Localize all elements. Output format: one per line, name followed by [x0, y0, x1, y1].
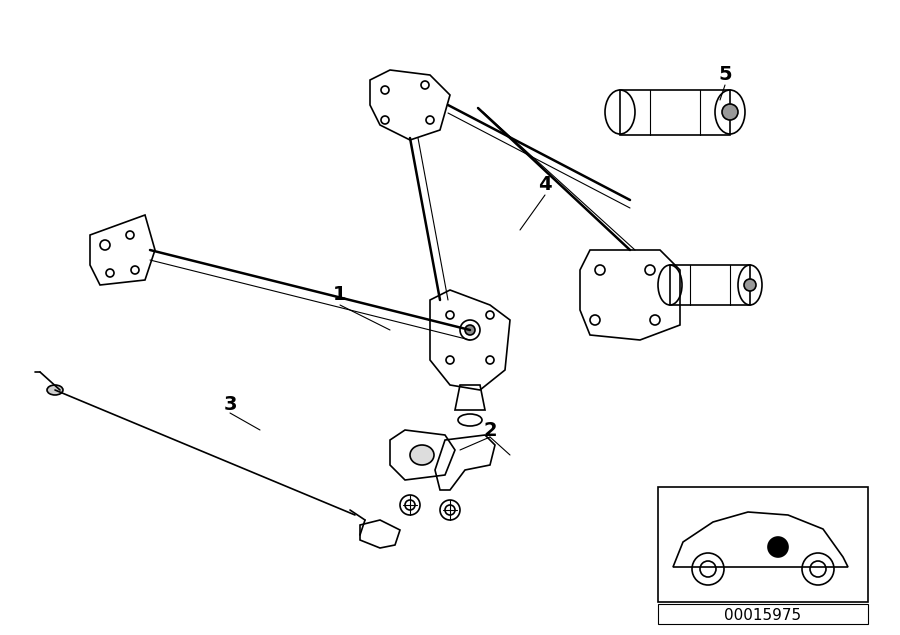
Bar [620, 90, 730, 135]
Circle shape [768, 537, 788, 557]
Text: 4: 4 [538, 175, 552, 194]
Text: 5: 5 [718, 65, 732, 84]
Text: 00015975: 00015975 [724, 608, 802, 624]
Bar [658, 487, 868, 602]
Bar [658, 604, 868, 624]
Text: 1: 1 [333, 286, 346, 305]
Text: 3: 3 [223, 396, 237, 415]
Text: 2: 2 [483, 420, 497, 439]
Ellipse shape [744, 279, 756, 291]
Ellipse shape [410, 445, 434, 465]
Ellipse shape [722, 104, 738, 120]
Circle shape [465, 325, 475, 335]
Ellipse shape [47, 385, 63, 395]
Bar [670, 265, 750, 305]
